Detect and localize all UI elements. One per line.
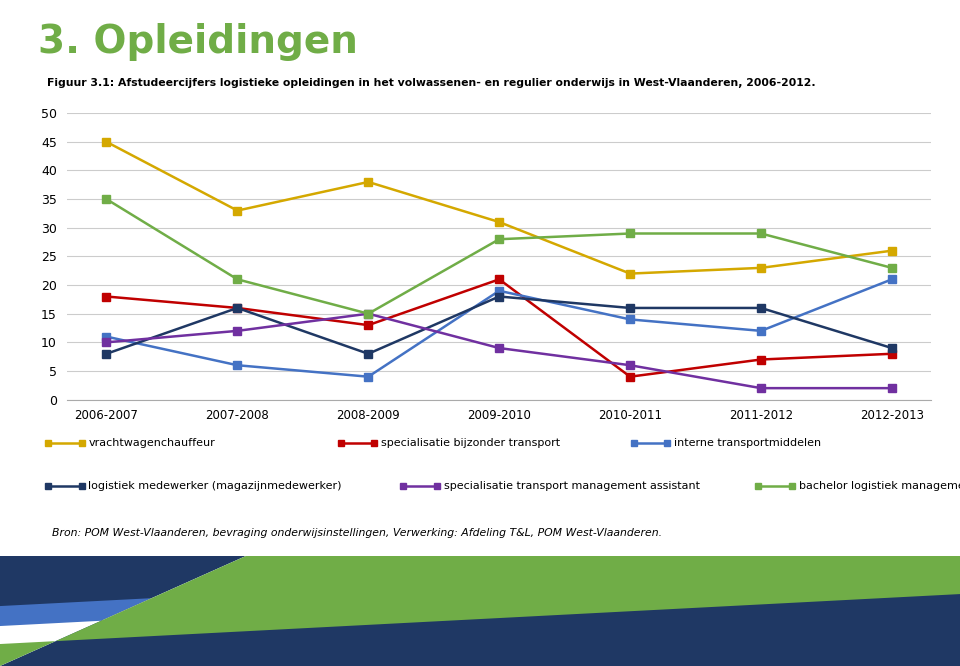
Text: logistiek medewerker (magazijnmedewerker): logistiek medewerker (magazijnmedewerker…	[88, 481, 342, 492]
Text: Bron: POM West-Vlaanderen, bevraging onderwijsinstellingen, Verwerking: Afdeling: Bron: POM West-Vlaanderen, bevraging ond…	[52, 528, 661, 538]
Text: vrachtwagenchauffeur: vrachtwagenchauffeur	[88, 438, 215, 448]
Text: bachelor logistiek management: bachelor logistiek management	[799, 481, 960, 492]
Text: interne transportmiddelen: interne transportmiddelen	[674, 438, 821, 448]
Text: www.pomwvl.be: www.pomwvl.be	[730, 633, 854, 649]
Text: specialisatie bijzonder transport: specialisatie bijzonder transport	[381, 438, 561, 448]
Text: Figuur 3.1: Afstudeercijfers logistieke opleidingen in het volwassenen- en regul: Figuur 3.1: Afstudeercijfers logistieke …	[47, 78, 816, 89]
Polygon shape	[0, 236, 960, 666]
Text: specialisatie transport management assistant: specialisatie transport management assis…	[444, 481, 700, 492]
Text: 3. Opleidingen: 3. Opleidingen	[38, 23, 358, 61]
Polygon shape	[0, 556, 960, 666]
Polygon shape	[0, 236, 960, 666]
Polygon shape	[0, 236, 960, 666]
